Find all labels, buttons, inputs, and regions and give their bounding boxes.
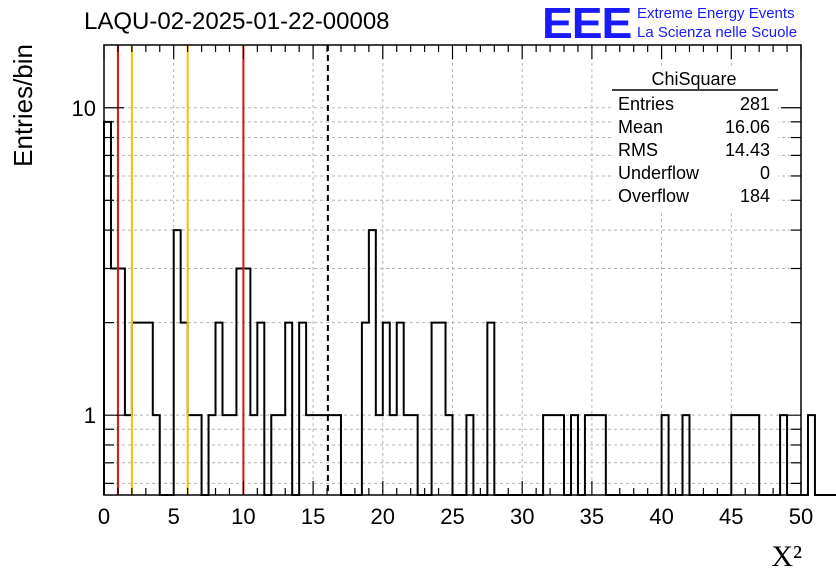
x-tick-label: 50 bbox=[789, 504, 813, 529]
stats-value: 281 bbox=[740, 94, 770, 114]
x-tick-label: 35 bbox=[580, 504, 604, 529]
stats-value: 16.06 bbox=[725, 117, 770, 137]
threshold-lines bbox=[116, 45, 329, 495]
x-axis-label: X² bbox=[771, 540, 802, 572]
stats-label: Entries bbox=[618, 94, 674, 114]
stats-value: 0 bbox=[760, 163, 770, 183]
stats-label: Underflow bbox=[618, 163, 700, 183]
stats-box: ChiSquare Entries 281 Mean 16.06 RMS 14.43 Unde… bbox=[612, 66, 778, 212]
stats-header: ChiSquare bbox=[651, 69, 736, 89]
stats-value: 14.43 bbox=[725, 140, 770, 160]
x-tick-label: 25 bbox=[440, 504, 464, 529]
eee-logo-line1: Extreme Energy Events bbox=[637, 5, 795, 22]
x-tick-label: 30 bbox=[510, 504, 534, 529]
chart-title: LAQU-02-2025-01-22-00008 bbox=[84, 8, 390, 35]
stats-value: 184 bbox=[740, 186, 770, 206]
x-tick-label: 40 bbox=[649, 504, 673, 529]
y-tick-labels: 1 10 bbox=[72, 96, 96, 428]
y-tick-label: 10 bbox=[72, 96, 96, 121]
eee-logo: EEE bbox=[542, 0, 632, 48]
histogram-bins bbox=[103, 120, 836, 496]
x-tick-label: 20 bbox=[371, 504, 395, 529]
stats-label: Mean bbox=[618, 117, 663, 137]
eee-logo-text: Extreme Energy Events La Scienza nelle S… bbox=[637, 4, 797, 42]
x-tick-label: 45 bbox=[719, 504, 743, 529]
eee-logo-line2: La Scienza nelle Scuole bbox=[637, 24, 798, 41]
stats-label: Overflow bbox=[618, 186, 690, 206]
x-tick-label: 15 bbox=[301, 504, 325, 529]
x-tick-label: 0 bbox=[98, 504, 110, 529]
y-tick-label: 1 bbox=[84, 403, 96, 428]
x-tick-label: 5 bbox=[168, 504, 180, 529]
axis-ticks bbox=[103, 45, 802, 495]
histogram-step-line bbox=[103, 120, 836, 496]
x-tick-labels: 0 5 10 15 20 25 30 35 40 45 50 bbox=[98, 504, 813, 529]
stats-label: RMS bbox=[618, 140, 658, 160]
y-axis-label: Entries/bin bbox=[8, 44, 38, 167]
x-tick-label: 10 bbox=[231, 504, 255, 529]
